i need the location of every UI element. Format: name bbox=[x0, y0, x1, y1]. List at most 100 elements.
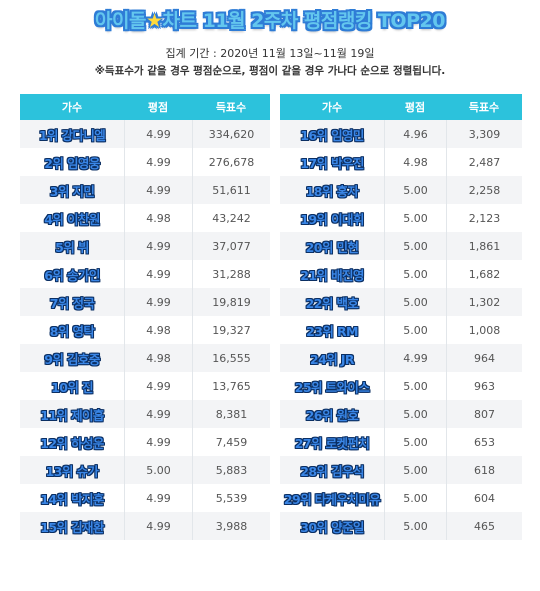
table-row: 13위 슈가 5.00 5,883 bbox=[20, 456, 270, 484]
score-cell: 5.00 bbox=[124, 456, 192, 484]
score-cell: 5.00 bbox=[384, 428, 446, 456]
score-cell: 4.98 bbox=[124, 204, 192, 232]
score-cell: 4.98 bbox=[124, 316, 192, 344]
score-cell: 4.99 bbox=[124, 484, 192, 512]
singer-name: 19위 이대휘 bbox=[280, 204, 384, 232]
header-singer: 가수 bbox=[20, 94, 124, 120]
votes-cell: 618 bbox=[446, 456, 522, 484]
score-cell: 5.00 bbox=[384, 204, 446, 232]
table-row: 15위 김재환 4.99 3,988 bbox=[20, 512, 270, 540]
score-cell: 4.98 bbox=[384, 148, 446, 176]
table-body-right: 16위 임영민 4.96 3,309 17위 박우진 4.98 2,487 18위 홍자 5.… bbox=[280, 120, 522, 540]
votes-cell: 334,620 bbox=[192, 120, 270, 148]
votes-cell: 2,487 bbox=[446, 148, 522, 176]
title-text-2: 차트 11월 2주차 평점랭킹 TOP20 bbox=[162, 10, 446, 32]
score-cell: 4.99 bbox=[124, 176, 192, 204]
singer-name: 27위 로켓펀치 bbox=[280, 428, 384, 456]
score-cell: 4.99 bbox=[124, 400, 192, 428]
table-row: 14위 박지훈 4.99 5,539 bbox=[20, 484, 270, 512]
table-row: 3위 지민 4.99 51,611 bbox=[20, 176, 270, 204]
header-votes: 득표수 bbox=[192, 94, 270, 120]
table-row: 20위 민현 5.00 1,861 bbox=[280, 232, 522, 260]
table-body-left: 1위 강다니엘 4.99 334,620 2위 임영웅 4.99 276,678 3위 지민… bbox=[20, 120, 270, 540]
votes-cell: 465 bbox=[446, 512, 522, 540]
score-cell: 4.96 bbox=[384, 120, 446, 148]
score-cell: 4.99 bbox=[124, 372, 192, 400]
score-cell: 4.99 bbox=[124, 232, 192, 260]
votes-cell: 7,459 bbox=[192, 428, 270, 456]
votes-cell: 43,242 bbox=[192, 204, 270, 232]
singer-name: 14위 박지훈 bbox=[20, 484, 124, 512]
table-header-row: 가수 평점 득표수 bbox=[20, 94, 270, 120]
singer-name: 18위 홍자 bbox=[280, 176, 384, 204]
sorting-notice: ※득표수가 같을 경우 평점순으로, 평점이 같을 경우 가나다 순으로 정렬됩… bbox=[94, 65, 446, 77]
singer-name: 30위 양준일 bbox=[280, 512, 384, 540]
table-row: 11위 제이홉 4.99 8,381 bbox=[20, 400, 270, 428]
votes-cell: 807 bbox=[446, 400, 522, 428]
votes-cell: 2,258 bbox=[446, 176, 522, 204]
singer-name: 23위 RM bbox=[280, 316, 384, 344]
score-cell: 5.00 bbox=[384, 372, 446, 400]
table-header-row: 가수 평점 득표수 bbox=[280, 94, 522, 120]
ranking-table-right: 가수 평점 득표수 16위 임영민 4.96 3,309 17위 박우진 4.98 2,4… bbox=[280, 94, 522, 540]
singer-name: 1위 강다니엘 bbox=[20, 120, 124, 148]
votes-cell: 16,555 bbox=[192, 344, 270, 372]
header-votes: 득표수 bbox=[446, 94, 522, 120]
singer-name: 24위 JR bbox=[280, 344, 384, 372]
table-row: 28위 김우석 5.00 618 bbox=[280, 456, 522, 484]
singer-name: 25위 트와이스 bbox=[280, 372, 384, 400]
table-row: 21위 배진영 5.00 1,682 bbox=[280, 260, 522, 288]
score-cell: 4.99 bbox=[384, 344, 446, 372]
singer-name: 17위 박우진 bbox=[280, 148, 384, 176]
score-cell: 5.00 bbox=[384, 288, 446, 316]
votes-cell: 3,988 bbox=[192, 512, 270, 540]
table-row: 2위 임영웅 4.99 276,678 bbox=[20, 148, 270, 176]
singer-name: 5위 뷔 bbox=[20, 232, 124, 260]
score-cell: 5.00 bbox=[384, 512, 446, 540]
score-cell: 4.99 bbox=[124, 260, 192, 288]
votes-cell: 1,302 bbox=[446, 288, 522, 316]
votes-cell: 276,678 bbox=[192, 148, 270, 176]
votes-cell: 37,077 bbox=[192, 232, 270, 260]
singer-name: 7위 정국 bbox=[20, 288, 124, 316]
table-row: 27위 로켓펀치 5.00 653 bbox=[280, 428, 522, 456]
table-row: 16위 임영민 4.96 3,309 bbox=[280, 120, 522, 148]
votes-cell: 2,123 bbox=[446, 204, 522, 232]
votes-cell: 1,861 bbox=[446, 232, 522, 260]
votes-cell: 51,611 bbox=[192, 176, 270, 204]
singer-name: 21위 배진영 bbox=[280, 260, 384, 288]
votes-cell: 604 bbox=[446, 484, 522, 512]
score-cell: 4.99 bbox=[124, 512, 192, 540]
table-row: 17위 박우진 4.98 2,487 bbox=[280, 148, 522, 176]
singer-name: 26위 원호 bbox=[280, 400, 384, 428]
singer-name: 9위 김호중 bbox=[20, 344, 124, 372]
score-cell: 4.99 bbox=[124, 148, 192, 176]
singer-name: 4위 이찬원 bbox=[20, 204, 124, 232]
table-row: 8위 영탁 4.98 19,327 bbox=[20, 316, 270, 344]
votes-cell: 31,288 bbox=[192, 260, 270, 288]
singer-name: 16위 임영민 bbox=[280, 120, 384, 148]
votes-cell: 19,819 bbox=[192, 288, 270, 316]
score-cell: 4.99 bbox=[124, 288, 192, 316]
votes-cell: 964 bbox=[446, 344, 522, 372]
singer-name: 12위 하성운 bbox=[20, 428, 124, 456]
singer-name: 11위 제이홉 bbox=[20, 400, 124, 428]
table-row: 24위 JR 4.99 964 bbox=[280, 344, 522, 372]
table-row: 30위 양준일 5.00 465 bbox=[280, 512, 522, 540]
header-singer: 가수 bbox=[280, 94, 384, 120]
votes-cell: 5,539 bbox=[192, 484, 270, 512]
table-row: 25위 트와이스 5.00 963 bbox=[280, 372, 522, 400]
singer-name: 2위 임영웅 bbox=[20, 148, 124, 176]
table-row: 19위 이대휘 5.00 2,123 bbox=[280, 204, 522, 232]
title-text-1: 아이돌 bbox=[95, 10, 146, 32]
singer-name: 13위 슈가 bbox=[20, 456, 124, 484]
table-row: 12위 하성운 4.99 7,459 bbox=[20, 428, 270, 456]
table-row: 7위 정국 4.99 19,819 bbox=[20, 288, 270, 316]
votes-cell: 1,682 bbox=[446, 260, 522, 288]
singer-name: 8위 영탁 bbox=[20, 316, 124, 344]
singer-name: 3위 지민 bbox=[20, 176, 124, 204]
ranking-table-left: 가수 평점 득표수 1위 강다니엘 4.99 334,620 2위 임영웅 4.99 27… bbox=[20, 94, 270, 540]
table-row: 4위 이찬원 4.98 43,242 bbox=[20, 204, 270, 232]
score-cell: 5.00 bbox=[384, 456, 446, 484]
table-row: 22위 백호 5.00 1,302 bbox=[280, 288, 522, 316]
